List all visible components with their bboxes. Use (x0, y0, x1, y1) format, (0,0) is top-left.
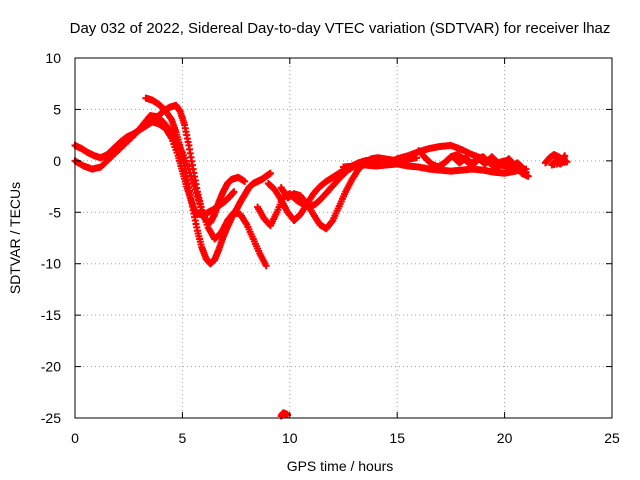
y-tick-label: 0 (53, 153, 61, 169)
sdtvar-chart: Day 032 of 2022, Sidereal Day-to-day VTE… (0, 0, 640, 480)
y-tick-label: -25 (41, 410, 61, 426)
x-axis-label: GPS time / hours (287, 458, 394, 474)
x-tick-label: 25 (604, 430, 620, 446)
y-tick-label: -10 (41, 256, 61, 272)
y-axis-label: SDTVAR / TECUs (7, 182, 23, 294)
x-tick-label: 0 (71, 430, 79, 446)
chart-background (0, 0, 640, 480)
y-tick-label: -20 (41, 359, 61, 375)
y-tick-label: -15 (41, 307, 61, 323)
x-tick-label: 10 (282, 430, 298, 446)
y-tick-label: 5 (53, 101, 61, 117)
x-tick-label: 15 (389, 430, 405, 446)
x-tick-label: 20 (497, 430, 513, 446)
y-tick-label: 10 (45, 50, 61, 66)
chart-title: Day 032 of 2022, Sidereal Day-to-day VTE… (70, 20, 611, 37)
x-tick-label: 5 (179, 430, 187, 446)
y-tick-label: -5 (49, 204, 62, 220)
